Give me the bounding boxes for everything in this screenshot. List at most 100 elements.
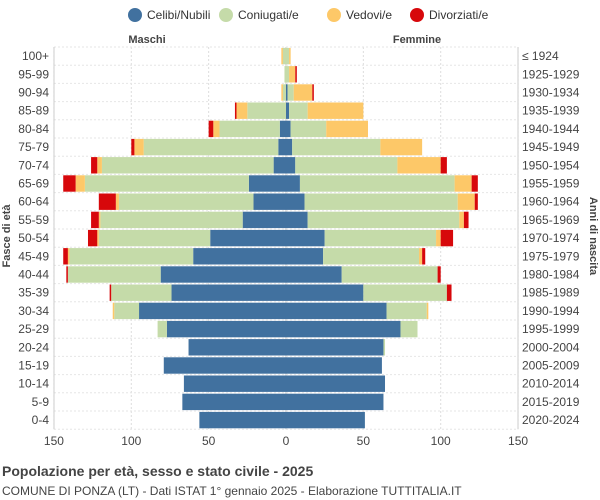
- birth-year-label: ≤ 1924: [522, 49, 559, 63]
- bars: [63, 47, 478, 429]
- age-group-label: 100+: [22, 49, 49, 63]
- bar-female-vedovi: [426, 302, 429, 320]
- bar-male-coniugati: [143, 138, 279, 156]
- bar-male-vedovi: [98, 211, 101, 229]
- bar-female-coniugati: [324, 229, 437, 247]
- bar-female-coniugati: [290, 120, 327, 138]
- bar-female-coniugati: [341, 266, 438, 283]
- bar-male-divorziati: [109, 284, 112, 301]
- birth-year-label: 1935-1939: [522, 104, 580, 118]
- birth-year-label: 2015-2019: [522, 395, 580, 409]
- bar-female-vedovi: [293, 84, 313, 101]
- age-group-label: 15-19: [18, 359, 49, 373]
- age-group-label: 10-14: [18, 377, 49, 391]
- legend-label-vedovi: Vedovi/e: [346, 8, 392, 22]
- bar-female-coniugati: [287, 84, 294, 101]
- age-group-label: 85-89: [18, 104, 49, 118]
- bar-female-celibi: [286, 375, 386, 392]
- bar-male-vedovi: [112, 302, 115, 320]
- bar-male-vedovi: [75, 175, 85, 192]
- age-group-label: 70-74: [18, 158, 49, 172]
- bar-female-divorziati: [422, 248, 426, 265]
- bar-female-celibi: [286, 320, 401, 338]
- legend-label-celibi: Celibi/Nubili: [147, 8, 210, 22]
- bar-female-celibi: [286, 175, 300, 192]
- bar-female-vedovi: [380, 138, 423, 156]
- bar-male-celibi: [248, 175, 286, 192]
- x-tick-label: 150: [44, 434, 64, 448]
- legend-marker-divorziati: [410, 8, 424, 22]
- bar-female-vedovi: [419, 248, 423, 265]
- bar-male-divorziati: [98, 193, 116, 210]
- bar-male-divorziati: [63, 248, 68, 265]
- bar-female-coniugati: [307, 211, 460, 229]
- birth-year-label: 2020-2024: [522, 413, 580, 427]
- birth-year-label: 1970-1974: [522, 231, 580, 245]
- bar-male-celibi: [163, 357, 286, 374]
- birth-year-labels: ≤ 1924 1925-1929 1930-1934 1935-1939 1940-19…: [522, 49, 580, 427]
- bar-female-vedovi: [289, 66, 296, 83]
- bar-female-celibi: [286, 193, 305, 210]
- x-tick-labels: 150 100 50 0 50 100 150: [44, 434, 528, 448]
- age-group-label: 30-34: [18, 304, 49, 318]
- bar-male-divorziati: [66, 266, 68, 283]
- bar-male-divorziati: [87, 229, 98, 247]
- bar-female-celibi: [286, 302, 387, 320]
- legend-label-coniugati: Coniugati/e: [238, 8, 299, 22]
- bar-male-coniugati: [101, 157, 274, 174]
- bar-male-celibi: [171, 284, 286, 301]
- bar-male-celibi: [273, 157, 286, 174]
- x-tick-label: 100: [431, 434, 451, 448]
- females-group-label: Femmine: [393, 34, 441, 46]
- bar-male-celibi: [193, 248, 286, 265]
- bar-female-celibi: [286, 229, 325, 247]
- bar-male-celibi: [188, 339, 286, 356]
- bar-female-coniugati: [292, 138, 381, 156]
- bar-male-celibi: [242, 211, 286, 229]
- birth-year-label: 1945-1949: [522, 140, 580, 154]
- bar-male-celibi: [199, 411, 286, 429]
- age-group-label: 80-84: [18, 122, 49, 136]
- gridlines: [53, 46, 519, 430]
- legend-marker-vedovi: [327, 8, 341, 22]
- bar-female-coniugati: [286, 66, 290, 83]
- bar-female-coniugati: [323, 248, 420, 265]
- bar-male-coniugati: [157, 320, 167, 338]
- age-group-label: 40-44: [18, 268, 49, 282]
- x-tick-label: 100: [121, 434, 141, 448]
- chart-title: Popolazione per età, sesso e stato civil…: [2, 463, 314, 479]
- birth-year-label: 1960-1964: [522, 195, 580, 209]
- bar-female-coniugati: [289, 102, 308, 119]
- birth-year-label: 1985-1989: [522, 286, 580, 300]
- bar-female-celibi: [286, 102, 290, 119]
- bar-male-divorziati: [208, 120, 214, 138]
- age-group-label: 90-94: [18, 86, 49, 100]
- age-group-label: 75-79: [18, 140, 49, 154]
- bar-female-celibi: [286, 393, 384, 411]
- bar-female-celibi: [286, 138, 293, 156]
- x-tick-label: 50: [202, 434, 216, 448]
- bar-male-vedovi: [115, 193, 119, 210]
- legend: Celibi/Nubili Coniugati/e Vedovi/e Divorzia…: [128, 8, 489, 22]
- age-group-label: 25-29: [18, 322, 49, 336]
- bar-female-divorziati: [312, 84, 314, 101]
- population-pyramid-chart: Celibi/Nubili Coniugati/e Vedovi/e Divorzia…: [1, 8, 599, 448]
- age-group-label: 0-4: [32, 413, 50, 427]
- age-group-label: 20-24: [18, 340, 49, 354]
- bar-female-celibi: [286, 411, 365, 429]
- bar-male-vedovi: [281, 84, 283, 101]
- bar-female-coniugati: [363, 284, 447, 301]
- bar-female-vedovi: [397, 157, 441, 174]
- birth-year-label: 1930-1934: [522, 86, 580, 100]
- bar-female-coniugati: [299, 175, 455, 192]
- age-group-label: 95-99: [18, 67, 49, 81]
- bar-male-coniugati: [69, 248, 194, 265]
- birth-year-label: 2000-2004: [522, 340, 580, 354]
- bar-female-coniugati: [304, 193, 458, 210]
- bar-male-celibi: [182, 393, 286, 411]
- bar-female-divorziati: [471, 175, 478, 192]
- males-group-label: Maschi: [128, 34, 165, 46]
- bar-female-celibi: [286, 284, 364, 301]
- birth-year-label: 1950-1954: [522, 158, 580, 172]
- bar-male-coniugati: [118, 193, 254, 210]
